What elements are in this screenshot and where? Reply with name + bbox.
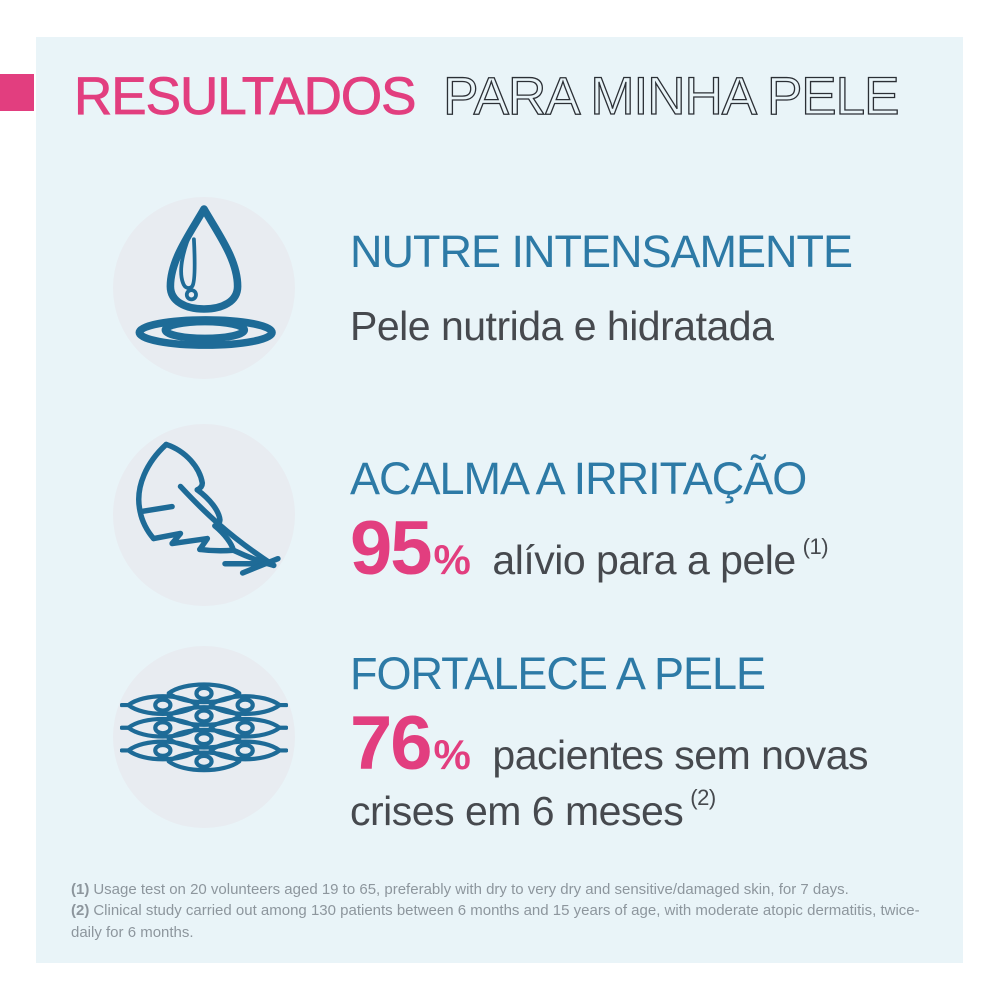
footnote-text: Clinical study carried out among 130 pat… (71, 902, 920, 941)
benefit-stat-line: 95% alívio para a pele (1) (350, 506, 925, 591)
benefit-description: alívio para a pele (492, 536, 796, 583)
feather-icon (113, 424, 295, 606)
svg-text:RESULTADOS PARA MINHA PE: RESULTADOS PARA MINHA PELE (74, 67, 898, 126)
footnote-text: Usage test on 20 volunteers aged 19 to 6… (93, 881, 849, 898)
benefit-stat-line: 76% pacientes sem novas crises em 6 meses… (350, 701, 925, 835)
accent-square (0, 74, 34, 111)
benefit-heading: ACALMA A IRRITAÇÃO (350, 453, 807, 504)
page-title: RESULTADOS PARA MINHA PELE (74, 66, 901, 126)
footnote-2: (2) Clinical study carried out among 130 … (71, 900, 931, 943)
footnotes: (1) Usage test on 20 volunteers aged 19 t… (71, 879, 931, 943)
page-title-rest: PARA MINHA PELE (443, 67, 898, 126)
stat-value: 95 (350, 505, 433, 591)
water-drop-icon (113, 197, 295, 379)
benefit-description: Pele nutrida e hidratada (350, 302, 774, 349)
benefit-heading: NUTRE INTENSAMENTE (350, 226, 853, 277)
footnote-reference: (2) (690, 784, 716, 810)
benefit-description: pacientes sem novas crises em 6 meses (350, 731, 869, 834)
benefit-heading: FORTALECE A PELE (350, 648, 766, 699)
stat-unit: % (433, 535, 471, 583)
footnote-1: (1) Usage test on 20 volunteers aged 19 t… (71, 879, 931, 900)
stat-unit: % (433, 730, 471, 778)
footnote-marker: (2) (71, 902, 90, 920)
stat-value: 76 (350, 700, 433, 786)
page-title-highlight: RESULTADOS (74, 67, 415, 126)
footnote-reference: (1) (802, 533, 829, 559)
footnote-marker: (1) (71, 881, 90, 898)
skin-cells-icon (113, 646, 295, 828)
